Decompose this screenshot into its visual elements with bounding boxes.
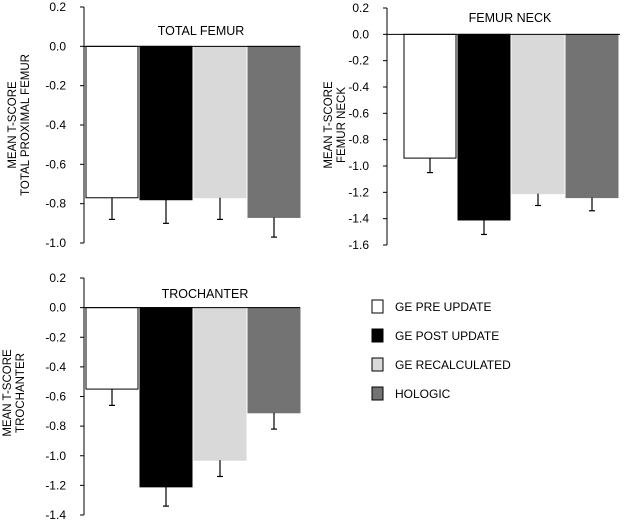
trochanter-tick-label: -1.0 (45, 449, 66, 463)
femur-neck-tick-label: -1.4 (348, 212, 369, 226)
total-femur-tick-label: -1.0 (45, 236, 66, 250)
femur-neck-tick-label: -0.6 (348, 106, 369, 120)
femur-neck-panel: 0.2 0.0 -0.2 -0.4 -0.6 -0.8 -1.0 -1.2 -1.4 -1.6 FE… (323, 1, 620, 252)
trochanter-y-label: TROCHANTER (15, 353, 27, 433)
trochanter-tick-label: -0.6 (45, 390, 66, 404)
femur-neck-tick-label: -0.2 (348, 54, 369, 68)
femur-neck-title: FEMUR NECK (469, 11, 552, 25)
total-femur-bar (139, 45, 193, 201)
total-femur-tick-label: -0.2 (45, 79, 66, 93)
trochanter-tick-label: -1.2 (45, 478, 66, 492)
femur-neck-tick-label: -0.4 (348, 80, 369, 94)
trochanter-y-label: MEAN T-SCORE (2, 349, 14, 437)
femur-neck-tick-label: -1.2 (348, 185, 369, 199)
legend-label: GE RECALCULATED (395, 358, 511, 372)
legend-swatch (371, 299, 384, 314)
femur-neck-bar (511, 33, 565, 195)
legend-label: GE PRE UPDATE (395, 300, 491, 314)
total-femur-y-label: TOTAL PROXIMAL FEMUR (20, 54, 32, 196)
total-femur-title: TOTAL FEMUR (158, 24, 245, 38)
trochanter-bar (85, 307, 139, 390)
femur-neck-tick-label: 0.2 (352, 1, 369, 15)
femur-neck-tick-label: -1.6 (348, 238, 369, 252)
total-femur-tick-label: 0.2 (49, 0, 66, 14)
total-femur-tick-label: 0.0 (49, 39, 66, 53)
total-femur-bar (193, 45, 247, 199)
total-femur-tick-label: -0.4 (45, 118, 66, 132)
legend: GE PRE UPDATE GE POST UPDATE GE RECALCULAT… (371, 299, 511, 401)
total-femur-y-label: MEAN T-SCORE (7, 81, 19, 169)
femur-neck-bar (403, 33, 457, 159)
trochanter-tick-label: -0.4 (45, 360, 66, 374)
trochanter-title: TROCHANTER (162, 287, 249, 301)
femur-neck-tick-label: -0.8 (348, 133, 369, 147)
trochanter-tick-label: 0.2 (49, 271, 66, 285)
trochanter-panel: 0.2 0.0 -0.2 -0.4 -0.6 -0.8 -1.0 -1.2 -1.4 TROCHA… (2, 271, 301, 520)
total-femur-bar (247, 45, 301, 218)
total-femur-bar (85, 45, 139, 199)
total-femur-tick-label: -0.6 (45, 157, 66, 171)
trochanter-tick-label: -1.4 (45, 508, 66, 520)
total-femur-tick-label: -0.8 (45, 197, 66, 211)
trochanter-tick-label: -0.2 (45, 330, 66, 344)
femur-neck-y-label: MEAN T-SCORE (323, 81, 335, 169)
femur-neck-bar (457, 33, 511, 221)
legend-label: GE POST UPDATE (395, 329, 499, 343)
total-femur-panel: 0.2 0.0 -0.2 -0.4 -0.6 -0.8 -1.0 TOTAL FEMUR MEA… (7, 0, 301, 250)
femur-neck-tick-label: -1.0 (348, 159, 369, 173)
trochanter-tick-label: -0.8 (45, 419, 66, 433)
femur-neck-y-label: FEMUR NECK (336, 87, 348, 163)
legend-swatch (371, 328, 384, 343)
trochanter-tick-label: 0.0 (49, 301, 66, 315)
trochanter-bar (139, 307, 193, 488)
femur-neck-tick-label: 0.0 (352, 27, 369, 41)
legend-label: HOLOGIC (395, 387, 451, 401)
trochanter-bar (193, 307, 247, 461)
legend-swatch (371, 357, 384, 372)
femur-neck-bar (565, 33, 619, 199)
legend-swatch (371, 386, 384, 401)
trochanter-bar (247, 307, 301, 414)
